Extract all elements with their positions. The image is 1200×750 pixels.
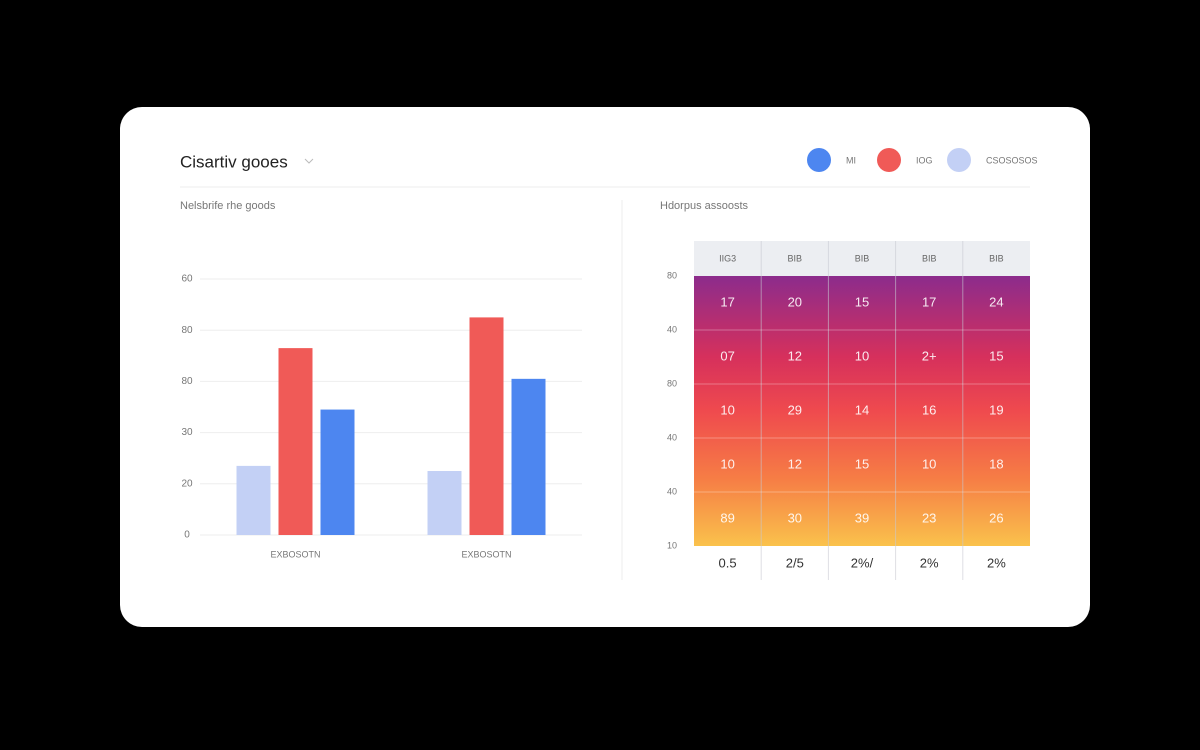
bar-panel-title: Nelsbrife rhe goods <box>180 200 276 212</box>
heatmap-cell: 30 <box>788 510 802 525</box>
heatmap-title: Hdorpus assoosts <box>660 200 749 212</box>
dropdown-caret[interactable] <box>304 158 314 164</box>
bar <box>278 348 313 535</box>
heatmap-cell: 18 <box>989 456 1003 471</box>
footer-cell: 2%/ <box>851 555 874 570</box>
heatmap-cell: 15 <box>989 348 1003 363</box>
heatmap-cell: 10 <box>720 456 734 471</box>
heatmap-cell: 12 <box>788 456 802 471</box>
row-label: 80 <box>667 378 677 388</box>
heatmap-cell: 10 <box>720 402 734 417</box>
footer-cell: 2% <box>920 555 939 570</box>
heatmap-cell: 39 <box>855 510 869 525</box>
heatmap-cell: 10 <box>855 348 869 363</box>
heatmap-cell: 07 <box>720 348 734 363</box>
x-tick-label: EXBOSOTN <box>461 549 511 559</box>
bar <box>427 471 462 535</box>
heatmap-cell: 12 <box>788 348 802 363</box>
y-tick-label: 80 <box>181 325 193 336</box>
heatmap-cell: 19 <box>989 402 1003 417</box>
heatmap-cell: 29 <box>788 402 802 417</box>
heatmap-cell: 2+ <box>922 348 937 363</box>
x-tick-label: EXBOSOTN <box>270 549 320 559</box>
heatmap-cell: 20 <box>788 294 802 309</box>
row-label: 40 <box>667 486 677 496</box>
row-label: 40 <box>667 432 677 442</box>
heatmap-cell: 23 <box>922 510 936 525</box>
heatmap-cell: 15 <box>855 294 869 309</box>
heatmap-cell: 24 <box>989 294 1003 309</box>
footer-cell: 2/5 <box>786 555 804 570</box>
y-tick-label: 80 <box>181 376 193 387</box>
column-header: BIB <box>989 253 1004 263</box>
legend-label: MI <box>846 155 856 165</box>
bar <box>236 465 271 535</box>
column-header: IIG3 <box>719 253 736 263</box>
bar <box>320 409 355 535</box>
heatmap-cell: 15 <box>855 456 869 471</box>
y-tick-label: 30 <box>181 427 193 438</box>
row-label: 10 <box>667 540 677 550</box>
footer-cell: 2% <box>987 555 1006 570</box>
heatmap-cell: 16 <box>922 402 936 417</box>
column-header: BIB <box>922 253 937 263</box>
legend-label: IOG <box>916 155 933 165</box>
legend-label: CSOSOSOS <box>986 155 1038 165</box>
row-label: 40 <box>667 324 677 334</box>
legend-swatch <box>807 148 831 172</box>
dashboard-title: Cisartiv gooes <box>180 152 288 171</box>
column-header: BIB <box>855 253 870 263</box>
legend-swatch <box>877 148 901 172</box>
heatmap-header <box>694 241 1030 276</box>
heatmap-cell: 10 <box>922 456 936 471</box>
bar <box>469 317 504 535</box>
column-header: BIB <box>788 253 803 263</box>
heatmap-body <box>694 276 1030 546</box>
heatmap-cell: 89 <box>720 510 734 525</box>
legend-swatch <box>947 148 971 172</box>
heatmap-cell: 26 <box>989 510 1003 525</box>
heatmap-cell: 17 <box>922 294 936 309</box>
footer-cell: 0.5 <box>719 555 737 570</box>
y-tick-label: 60 <box>181 274 193 285</box>
heatmap-cell: 17 <box>720 294 734 309</box>
row-label: 80 <box>667 270 677 280</box>
heatmap-cell: 14 <box>855 402 869 417</box>
y-tick-label: 0 <box>184 530 190 541</box>
bar <box>511 378 546 535</box>
y-tick-label: 20 <box>181 478 193 489</box>
